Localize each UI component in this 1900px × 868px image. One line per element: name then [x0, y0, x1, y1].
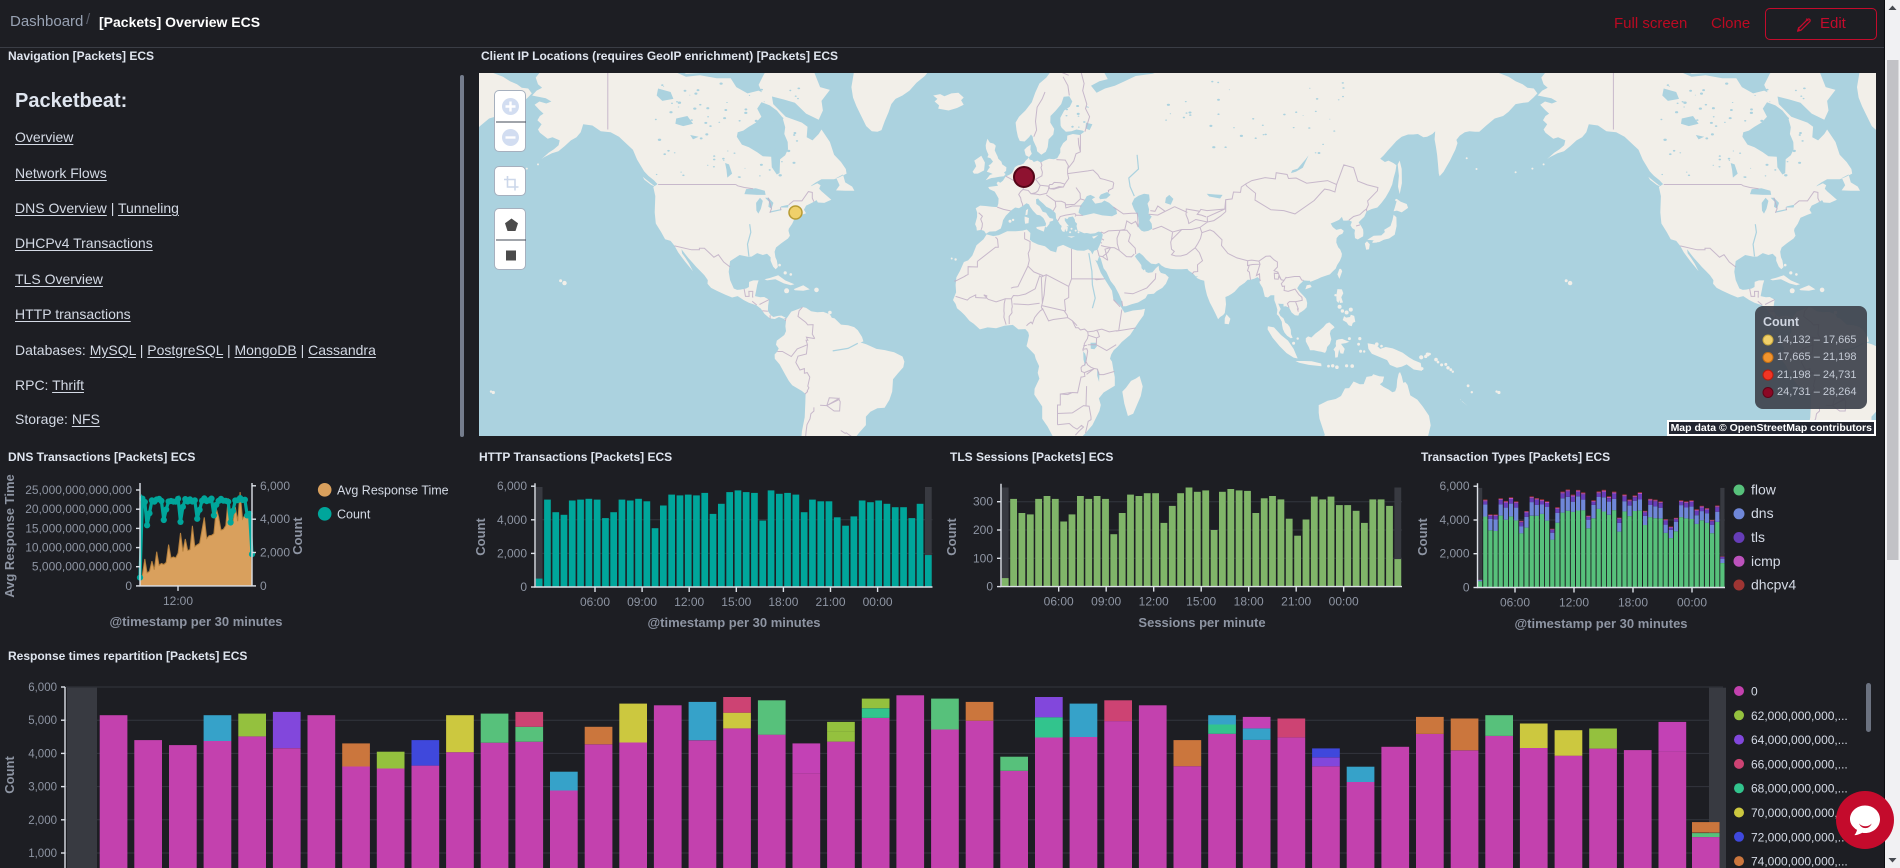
svg-text:4,000: 4,000	[1439, 513, 1469, 527]
svg-text:00:00: 00:00	[1329, 595, 1359, 609]
svg-text:21:00: 21:00	[1281, 595, 1311, 609]
svg-text:200: 200	[973, 523, 993, 537]
svg-text:0: 0	[1751, 685, 1758, 699]
svg-text:tls: tls	[1751, 529, 1765, 545]
svg-text:dhcpv4: dhcpv4	[1751, 577, 1796, 593]
svg-text:2,000: 2,000	[497, 546, 527, 560]
svg-text:25,000,000,000,000: 25,000,000,000,000	[25, 483, 132, 497]
svg-text:Count: Count	[290, 517, 305, 555]
svg-text:dns: dns	[1751, 505, 1774, 521]
svg-text:12:00: 12:00	[674, 595, 704, 609]
svg-text:09:00: 09:00	[1091, 595, 1121, 609]
svg-text:6,000: 6,000	[260, 479, 290, 493]
svg-text:70,000,000,000,...: 70,000,000,000,...	[1751, 806, 1848, 820]
svg-text:4,000: 4,000	[28, 748, 57, 760]
svg-text:300: 300	[973, 495, 993, 509]
svg-text:18:00: 18:00	[1618, 596, 1648, 610]
svg-text:72,000,000,000,...: 72,000,000,000,...	[1751, 830, 1848, 844]
svg-text:68,000,000,000,...: 68,000,000,000,...	[1751, 782, 1848, 796]
svg-text:2,000: 2,000	[28, 815, 57, 827]
svg-text:09:00: 09:00	[627, 595, 657, 609]
svg-text:15:00: 15:00	[1186, 595, 1216, 609]
svg-text:06:00: 06:00	[580, 595, 610, 609]
svg-text:0: 0	[986, 580, 993, 594]
svg-text:06:00: 06:00	[1500, 596, 1530, 610]
svg-text:flow: flow	[1751, 482, 1777, 498]
svg-text:20,000,000,000,000: 20,000,000,000,000	[25, 502, 132, 516]
svg-text:100: 100	[973, 551, 993, 565]
svg-text:4,000: 4,000	[260, 512, 290, 526]
svg-text:1,000: 1,000	[28, 848, 57, 860]
svg-text:12:00: 12:00	[1139, 595, 1169, 609]
svg-text:2,000: 2,000	[260, 546, 290, 560]
svg-text:Count: Count	[944, 518, 959, 556]
svg-text:00:00: 00:00	[863, 595, 893, 609]
svg-text:2,000: 2,000	[1439, 547, 1469, 561]
svg-text:3,000: 3,000	[28, 782, 57, 794]
svg-text:00:00: 00:00	[1677, 596, 1707, 610]
svg-text:5,000,000,000,000: 5,000,000,000,000	[32, 560, 132, 574]
svg-text:5,000: 5,000	[28, 715, 57, 727]
svg-text:12:00: 12:00	[1559, 596, 1589, 610]
svg-text:Avg Response Time: Avg Response Time	[337, 483, 449, 497]
svg-text:18:00: 18:00	[1234, 595, 1264, 609]
svg-text:74,000,000,000,...: 74,000,000,000,...	[1751, 855, 1848, 868]
svg-text:0: 0	[260, 579, 267, 593]
svg-text:6,000: 6,000	[1439, 479, 1469, 493]
svg-text:62,000,000,000,...: 62,000,000,000,...	[1751, 709, 1848, 723]
svg-text:4,000: 4,000	[497, 513, 527, 527]
svg-text:15,000,000,000,000: 15,000,000,000,000	[25, 521, 132, 535]
svg-text:18:00: 18:00	[768, 595, 798, 609]
svg-text:Count: Count	[2, 756, 17, 794]
svg-text:10,000,000,000,000: 10,000,000,000,000	[25, 541, 132, 555]
svg-text:0: 0	[520, 580, 527, 594]
svg-text:@timestamp per 30 minutes: @timestamp per 30 minutes	[109, 614, 282, 629]
svg-text:@timestamp per 30 minutes: @timestamp per 30 minutes	[647, 615, 820, 630]
svg-text:21:00: 21:00	[815, 595, 845, 609]
svg-text:Sessions per minute: Sessions per minute	[1138, 615, 1265, 630]
svg-text:icmp: icmp	[1751, 553, 1781, 569]
svg-text:Avg Response Time: Avg Response Time	[2, 474, 17, 598]
svg-text:66,000,000,000,...: 66,000,000,000,...	[1751, 757, 1848, 771]
svg-text:0: 0	[125, 579, 132, 593]
svg-text:Count: Count	[473, 518, 488, 556]
svg-text:Count: Count	[337, 507, 371, 521]
svg-text:6,000: 6,000	[28, 682, 57, 694]
svg-text:Count: Count	[1415, 518, 1430, 556]
svg-text:6,000: 6,000	[497, 479, 527, 493]
svg-text:06:00: 06:00	[1044, 595, 1074, 609]
svg-text:15:00: 15:00	[721, 595, 751, 609]
svg-text:12:00: 12:00	[163, 594, 193, 608]
svg-text:64,000,000,000,...: 64,000,000,000,...	[1751, 733, 1848, 747]
svg-text:0: 0	[1463, 581, 1470, 595]
svg-text:@timestamp per 30 minutes: @timestamp per 30 minutes	[1514, 616, 1687, 631]
